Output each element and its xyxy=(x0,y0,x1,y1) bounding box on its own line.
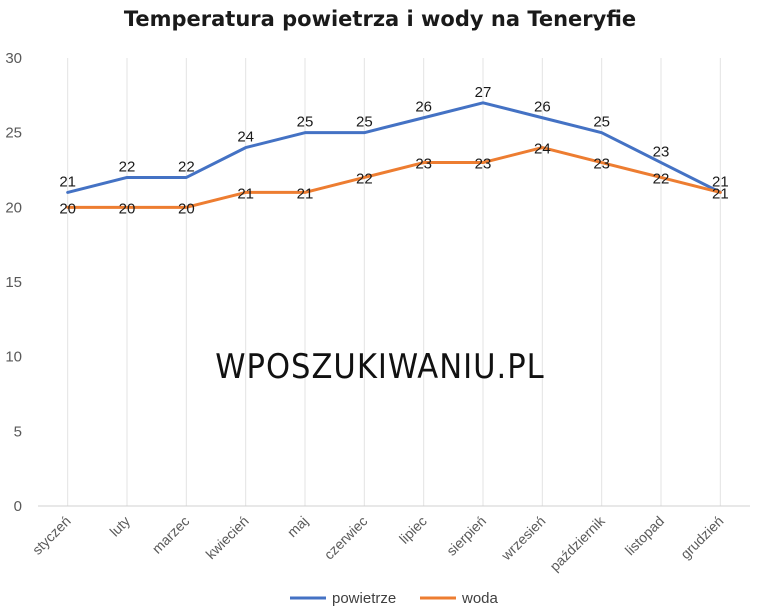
x-tick-label: luty xyxy=(106,513,133,540)
data-label-woda: 23 xyxy=(415,156,432,173)
x-tick-label: czerwiec xyxy=(321,513,371,563)
x-tick-label: październik xyxy=(546,512,608,574)
data-label-powietrze: 26 xyxy=(534,99,551,116)
data-label-woda: 22 xyxy=(356,170,373,187)
y-tick-label: 0 xyxy=(14,498,22,515)
data-label-powietrze: 24 xyxy=(237,129,254,146)
data-label-powietrze: 23 xyxy=(653,144,670,161)
data-label-woda: 20 xyxy=(59,200,76,217)
x-tick-label: sierpień xyxy=(443,513,489,559)
watermark: WPOSZUKIWANIU.PL xyxy=(215,347,544,387)
chart-title: Temperatura powietrza i wody na Teneryfi… xyxy=(124,7,636,31)
data-label-woda: 20 xyxy=(119,200,136,217)
data-label-woda: 23 xyxy=(593,156,610,173)
data-label-woda: 22 xyxy=(653,170,670,187)
series-lines xyxy=(66,101,722,209)
data-label-powietrze: 27 xyxy=(475,84,492,101)
y-tick-label: 15 xyxy=(5,274,22,291)
data-label-powietrze: 25 xyxy=(356,114,373,131)
data-label-woda: 23 xyxy=(475,156,492,173)
data-label-woda: 24 xyxy=(534,141,551,158)
data-label-woda: 21 xyxy=(297,185,314,202)
data-label-powietrze: 25 xyxy=(297,114,314,131)
series-line-powietrze xyxy=(66,101,722,194)
data-label-powietrze: 26 xyxy=(415,99,432,116)
x-tick-label: kwiecień xyxy=(203,513,252,562)
x-tick-label: styczeń xyxy=(29,513,74,558)
y-tick-label: 10 xyxy=(5,349,22,366)
data-label-powietrze: 25 xyxy=(593,114,610,131)
legend-label: woda xyxy=(461,590,499,607)
data-label-woda: 20 xyxy=(178,200,195,217)
x-axis: styczeń luty marzec kwiecień maj czerwiec lipi… xyxy=(29,512,727,574)
x-tick-label: wrzesień xyxy=(497,513,548,564)
legend-label: powietrze xyxy=(332,590,396,607)
y-axis: 0 5 10 15 20 25 30 xyxy=(5,50,22,515)
y-tick-label: 30 xyxy=(5,50,22,67)
data-label-powietrze: 22 xyxy=(178,158,195,175)
x-tick-label: listopad xyxy=(622,513,667,558)
data-label-powietrze: 22 xyxy=(119,158,136,175)
x-tick-label: lipiec xyxy=(396,513,430,547)
legend: powietrze woda xyxy=(290,590,499,607)
series-line-woda xyxy=(66,146,722,209)
data-label-powietrze: 21 xyxy=(712,173,729,190)
data-label-woda: 21 xyxy=(712,185,729,202)
data-label-powietrze: 21 xyxy=(59,173,76,190)
x-tick-label: marzec xyxy=(149,513,193,557)
y-tick-label: 25 xyxy=(5,125,22,142)
x-tick-label: maj xyxy=(284,513,311,540)
y-tick-label: 20 xyxy=(5,199,22,216)
data-label-woda: 21 xyxy=(237,185,254,202)
y-tick-label: 5 xyxy=(14,423,22,440)
x-tick-label: grudzień xyxy=(677,513,726,562)
